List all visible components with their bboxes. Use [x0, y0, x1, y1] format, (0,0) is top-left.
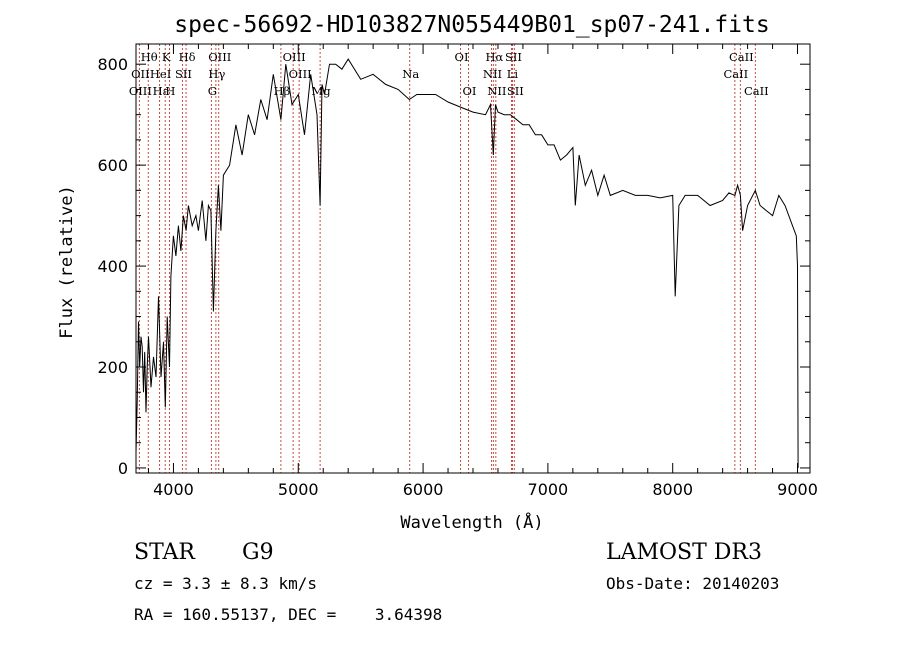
survey-name: LAMOST DR3	[606, 540, 762, 565]
spectral-line-label: Li	[507, 67, 519, 81]
spectral-line-label: Na	[402, 67, 419, 81]
x-tick-label: 8000	[652, 480, 693, 499]
spectral-line-label: SII	[507, 84, 524, 98]
spectral-line-label: Hβ	[274, 84, 291, 98]
y-tick-label: 0	[118, 459, 128, 478]
x-tick-label: 9000	[777, 480, 818, 499]
y-tick-label: 800	[97, 55, 128, 74]
spectral-line-label: K	[162, 50, 171, 64]
spectral-line-label: H	[165, 84, 175, 98]
y-tick-label: 200	[97, 358, 128, 377]
x-tick-label: 5000	[278, 480, 319, 499]
y-axis-label: Flux (relative)	[57, 185, 77, 339]
x-axis-label: Wavelength (Å)	[400, 511, 543, 533]
object-class: STAR	[134, 540, 195, 565]
spectral-line-label: CaII	[723, 67, 748, 81]
spectral-line-label: CaII	[744, 84, 769, 98]
x-tick-label: 7000	[528, 480, 569, 499]
spectral-line-label: OIII	[208, 50, 231, 64]
chart-title: spec-56692-HD103827N055449B01_sp07-241.f…	[174, 12, 769, 38]
spectral-line-label: Hδ	[179, 50, 196, 64]
spectral-line-label: CaII	[729, 50, 754, 64]
y-tick-label: 400	[97, 257, 128, 276]
axis-ticks: 4000 5000 6000 7000 8000 9000 0 200 400 600 800	[97, 44, 818, 499]
observation-date: Obs-Date: 20140203	[606, 574, 780, 593]
coordinates-text: RA = 160.55137, DEC = 3.64398	[134, 605, 443, 624]
spectrum-chart: spec-56692-HD103827N055449B01_sp07-241.f…	[57, 12, 818, 533]
spectral-line-markers	[138, 44, 756, 473]
x-tick-label: 6000	[403, 480, 444, 499]
spectral-line-label: G	[208, 84, 217, 98]
spectral-line-label: NII	[487, 84, 506, 98]
spectral-line-label: SII	[175, 67, 192, 81]
spectral-line-label: OI	[455, 50, 469, 64]
spectral-line-label: OIII	[283, 50, 306, 64]
spectral-line-label: Hγ	[208, 67, 225, 81]
x-tick-label: 4000	[153, 480, 194, 499]
plot-frame	[135, 43, 811, 474]
redshift-text: cz = 3.3 ± 8.3 km/s	[134, 574, 318, 593]
spectral-line-label: OIII	[129, 84, 152, 98]
spectral-line-label: HeI	[150, 67, 171, 81]
spectral-line-label: Hε	[153, 84, 169, 98]
object-subclass: G9	[242, 540, 274, 565]
spectral-line-label: Hθ	[141, 50, 158, 64]
y-tick-label: 600	[97, 156, 128, 175]
spectrum-trace	[135, 58, 799, 469]
spectral-line-label: SII	[505, 50, 522, 64]
spectral-line-label: OII	[131, 67, 150, 81]
spectral-line-label: Hα	[485, 50, 503, 64]
spectral-line-label: OI	[463, 84, 477, 98]
spectral-line-label: OIII	[289, 67, 312, 81]
spectral-line-label: NII	[483, 67, 502, 81]
